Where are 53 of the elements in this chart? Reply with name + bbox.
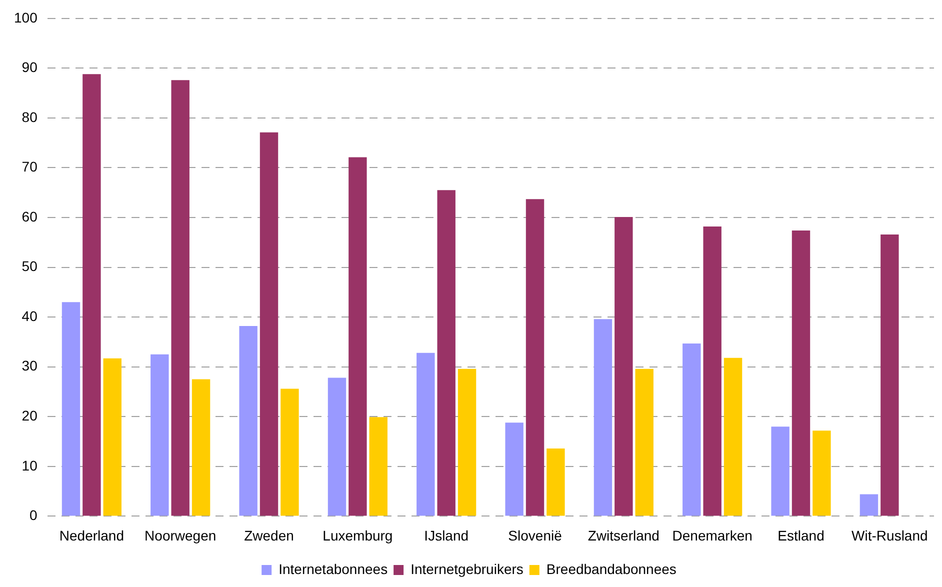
x-tick-label: Zweden [244, 527, 294, 544]
x-tick-label: Slovenië [508, 527, 562, 544]
bar [260, 132, 278, 516]
bar [505, 422, 524, 516]
bar [546, 448, 565, 516]
bar [682, 343, 701, 516]
bar [62, 302, 80, 516]
y-tick-label: 80 [22, 108, 38, 125]
bar [348, 157, 367, 516]
y-tick-label: 0 [30, 507, 38, 524]
bar [880, 234, 899, 516]
bar [82, 74, 101, 516]
legend-label: Breedbandabonnees [546, 560, 676, 577]
y-tick-label: 100 [14, 9, 38, 26]
x-tick-label: Luxemburg [322, 527, 393, 544]
bar [369, 417, 388, 516]
y-tick-label: 90 [22, 59, 38, 76]
x-tick-label: IJsland [424, 527, 469, 544]
y-tick-label: 40 [22, 308, 38, 324]
bar [437, 190, 456, 516]
y-tick-label: 20 [22, 408, 38, 424]
bar [103, 358, 122, 516]
bar [792, 230, 810, 516]
bar [614, 217, 633, 516]
bar [416, 352, 435, 516]
bar [171, 80, 190, 516]
y-tick-label: 50 [22, 258, 38, 274]
y-tick-label: 10 [22, 457, 38, 474]
x-tick-label: Noorwegen [144, 527, 216, 544]
x-tick-label: Wit-Rusland [852, 527, 928, 544]
x-tick-label: Nederland [59, 527, 124, 544]
bar [812, 430, 831, 516]
x-tick-label: Estland [778, 527, 824, 544]
y-tick-label: 70 [22, 158, 38, 175]
legend-label: Internetabonnees [278, 560, 388, 577]
bar [280, 388, 299, 516]
legend-label: Internetgebruikers [410, 560, 524, 577]
bar [860, 494, 878, 516]
y-tick-label: 30 [22, 358, 38, 374]
bar [771, 426, 790, 516]
bar [458, 368, 476, 516]
bar [703, 226, 722, 516]
x-tick-label: Denemarken [672, 527, 752, 544]
x-tick-label: Zwitserland [588, 527, 660, 544]
bar [239, 326, 258, 516]
bar [328, 378, 346, 516]
y-tick-label: 60 [22, 208, 38, 224]
bar [724, 358, 742, 516]
bar [192, 379, 210, 516]
bar [594, 319, 612, 516]
bar [150, 354, 169, 516]
bar [526, 199, 544, 516]
bar [635, 368, 654, 516]
